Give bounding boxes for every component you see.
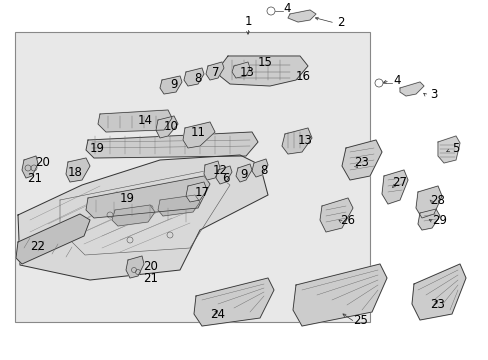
Text: 29: 29: [431, 213, 446, 226]
Text: 26: 26: [339, 213, 354, 226]
Text: 6: 6: [222, 171, 229, 184]
Text: 20: 20: [35, 157, 50, 170]
Polygon shape: [86, 176, 209, 218]
Polygon shape: [194, 278, 273, 326]
Polygon shape: [415, 186, 441, 218]
Polygon shape: [411, 264, 465, 320]
Polygon shape: [185, 182, 206, 202]
Text: 2: 2: [336, 15, 344, 28]
Text: 8: 8: [194, 72, 201, 85]
Polygon shape: [341, 140, 381, 180]
Polygon shape: [66, 158, 90, 182]
Text: 11: 11: [191, 126, 205, 139]
Polygon shape: [18, 155, 267, 280]
Polygon shape: [220, 56, 307, 86]
Text: 28: 28: [429, 194, 444, 207]
Text: 17: 17: [195, 185, 209, 198]
Text: 5: 5: [451, 141, 458, 154]
Polygon shape: [282, 128, 311, 154]
Text: 13: 13: [297, 134, 312, 147]
Text: 15: 15: [258, 57, 272, 69]
Polygon shape: [231, 62, 249, 78]
Polygon shape: [112, 205, 155, 226]
Text: 3: 3: [429, 89, 436, 102]
Text: 22: 22: [30, 239, 45, 252]
Text: 10: 10: [163, 120, 179, 132]
Polygon shape: [183, 122, 215, 148]
Text: 20: 20: [142, 261, 158, 274]
Polygon shape: [126, 256, 143, 278]
Text: 13: 13: [240, 67, 254, 80]
Text: 23: 23: [353, 157, 368, 170]
Polygon shape: [292, 264, 386, 326]
Polygon shape: [437, 136, 459, 163]
Text: 23: 23: [429, 298, 444, 311]
Bar: [15, 32, 369, 322]
Text: 1: 1: [244, 15, 251, 28]
Polygon shape: [16, 214, 90, 264]
Text: 7: 7: [212, 66, 219, 78]
Text: 21: 21: [142, 271, 158, 284]
Text: 21: 21: [27, 171, 42, 184]
Text: 4: 4: [392, 73, 400, 86]
Polygon shape: [399, 82, 423, 96]
Text: 27: 27: [391, 176, 406, 189]
Text: 8: 8: [260, 163, 267, 176]
Polygon shape: [319, 198, 352, 232]
Polygon shape: [381, 170, 407, 204]
Polygon shape: [287, 10, 315, 22]
Text: 4: 4: [283, 1, 290, 14]
Polygon shape: [203, 161, 220, 180]
Text: 18: 18: [68, 166, 82, 179]
Text: 9: 9: [240, 168, 247, 181]
Polygon shape: [160, 76, 182, 94]
Text: 25: 25: [352, 314, 367, 327]
Text: 9: 9: [170, 78, 177, 91]
Polygon shape: [156, 116, 178, 138]
Polygon shape: [251, 159, 267, 177]
Polygon shape: [205, 62, 224, 80]
Text: 14: 14: [138, 113, 153, 126]
Polygon shape: [417, 209, 439, 230]
Polygon shape: [98, 110, 172, 132]
Text: 12: 12: [213, 165, 227, 177]
Polygon shape: [236, 164, 251, 182]
Polygon shape: [86, 132, 258, 158]
Polygon shape: [22, 156, 38, 178]
Polygon shape: [216, 166, 231, 184]
Text: 16: 16: [295, 69, 310, 82]
Text: 24: 24: [209, 309, 224, 321]
Polygon shape: [158, 195, 200, 216]
Text: 19: 19: [90, 141, 105, 154]
Polygon shape: [183, 68, 203, 86]
Text: 19: 19: [120, 193, 135, 206]
